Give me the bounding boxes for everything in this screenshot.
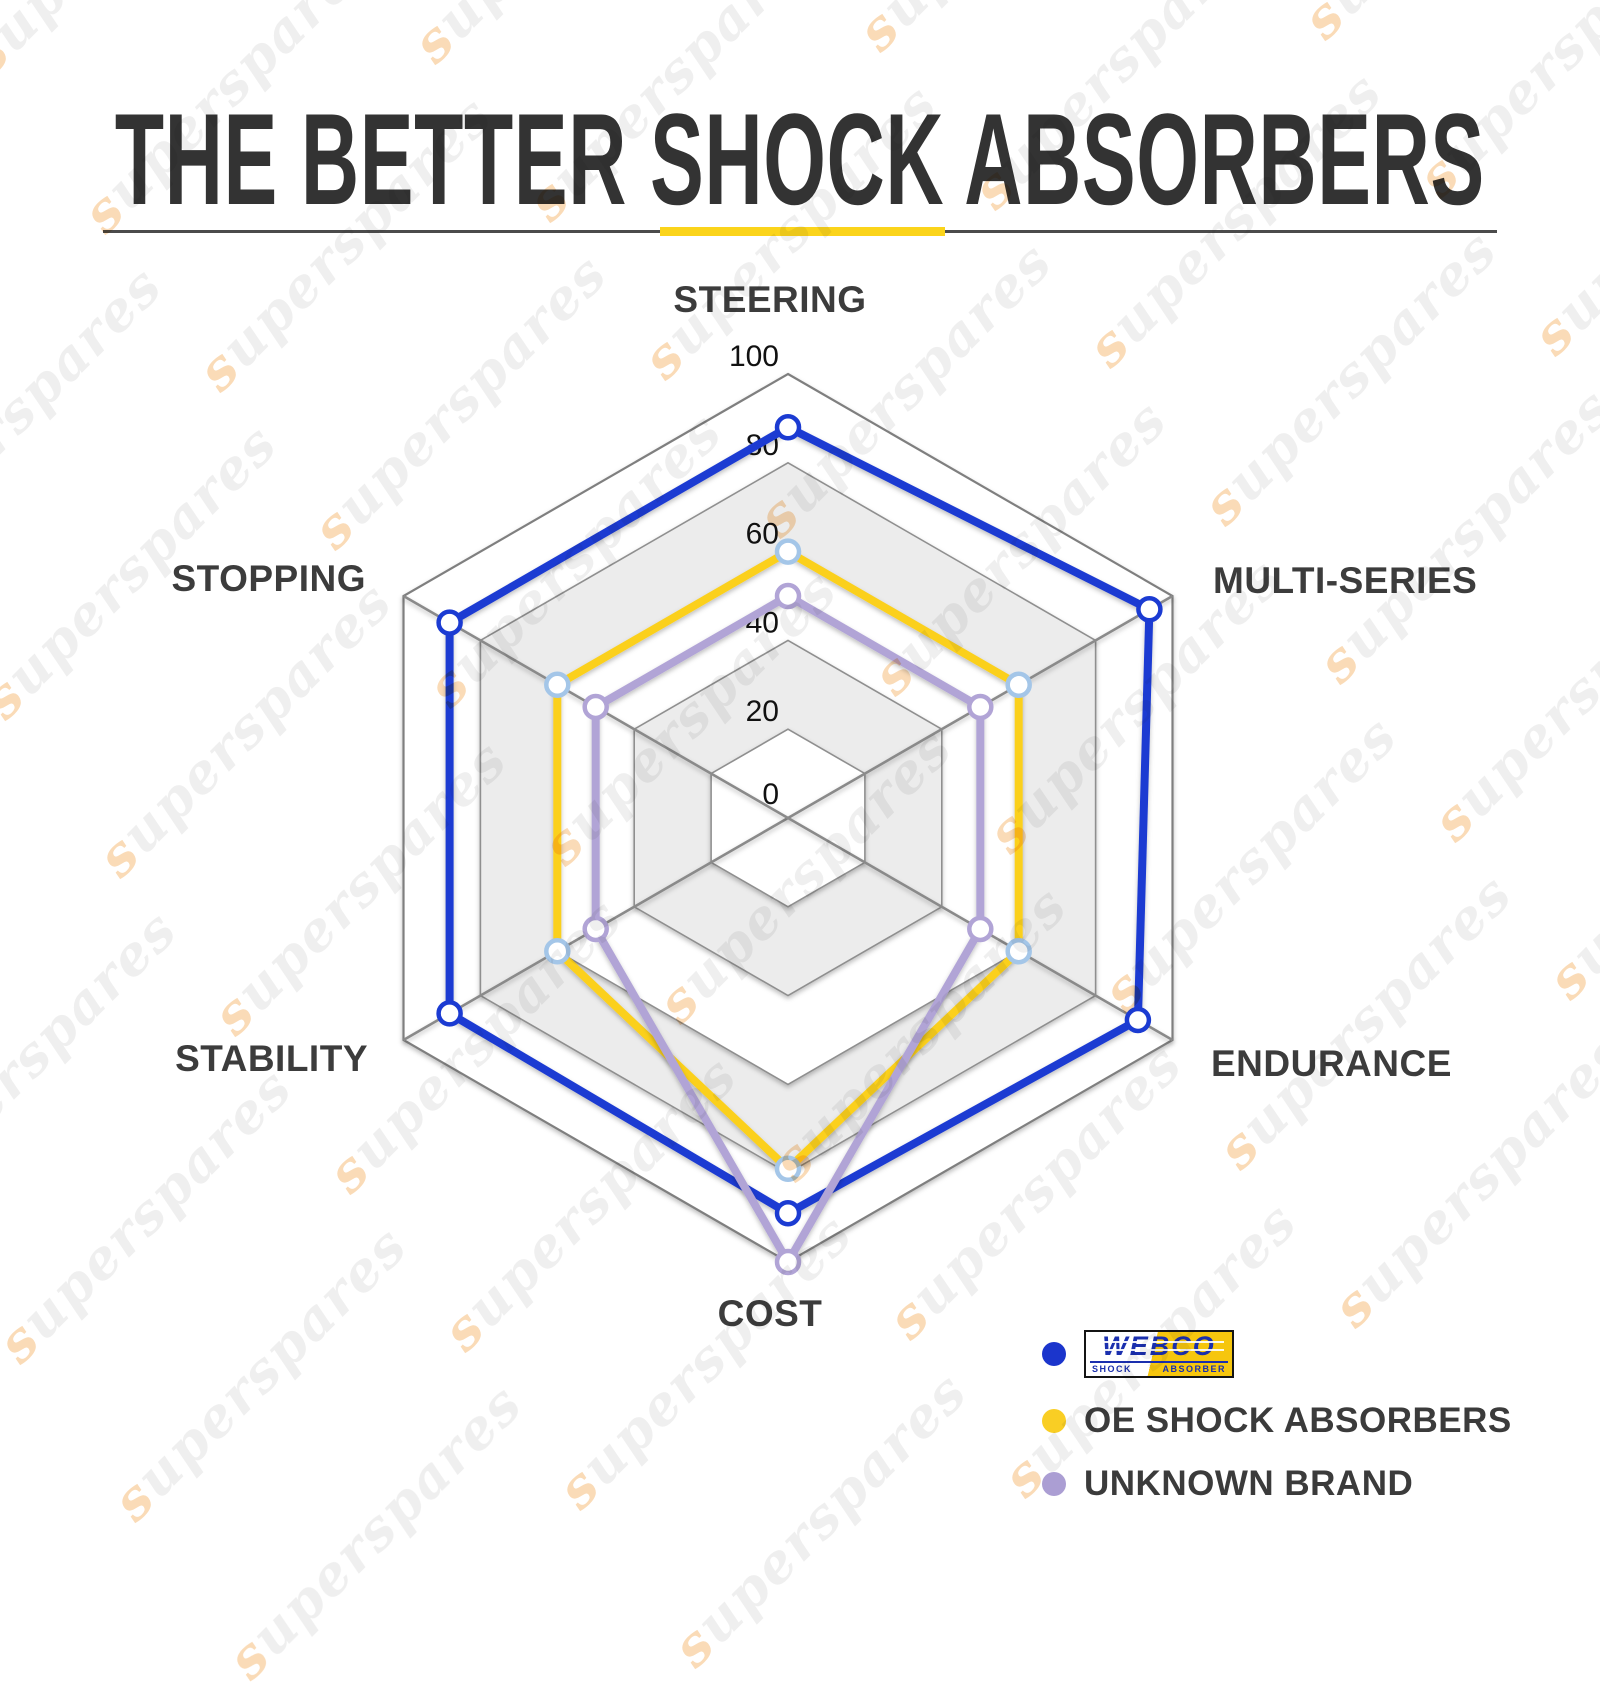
- webco-logo-stripe: [1094, 1349, 1224, 1351]
- legend-row-unknown: UNKNOWN BRAND: [1042, 1464, 1512, 1504]
- axis-label-cost: COST: [718, 1293, 823, 1334]
- legend-dot-unknown: [1042, 1472, 1066, 1496]
- series-marker-webco: [1124, 1006, 1152, 1034]
- series-marker-webco: [436, 609, 463, 636]
- series-unknown-brand: [582, 582, 994, 1276]
- series-marker-oe-shock-absorbers: [774, 1155, 802, 1183]
- series-marker-unknown-brand: [967, 693, 994, 721]
- legend-row-webco: WEBCO SHOCK ABSORBER: [1042, 1330, 1512, 1378]
- grid-spoke: [402, 594, 1174, 1042]
- axis-label-endurance: ENDURANCE: [1211, 1043, 1452, 1084]
- axis-label-multi-series: MULTI-SERIES: [1213, 560, 1477, 601]
- series-marker-oe-shock-absorbers: [544, 671, 571, 699]
- tick-label-0: 0: [762, 778, 779, 811]
- legend: WEBCO SHOCK ABSORBER OE SHOCK ABSORBERS …: [1042, 1330, 1512, 1527]
- watermark-initial: s: [659, 1610, 728, 1679]
- series-marker-unknown-brand: [774, 582, 802, 610]
- series-marker-unknown-brand: [582, 693, 609, 721]
- tick-label-100: 100: [729, 340, 779, 373]
- series-marker-webco: [436, 1000, 463, 1027]
- series-marker-unknown-brand: [967, 915, 994, 943]
- title-underline-accent: [660, 227, 945, 236]
- series-marker-webco: [774, 414, 802, 441]
- page-title: THE BETTER SHOCK ABSORBERS: [115, 85, 1486, 232]
- series-marker-oe-shock-absorbers: [1005, 937, 1032, 965]
- radar-axis-labels: STEERING MULTI-SERIES ENDURANCE COST STABILI…: [171, 279, 1477, 1334]
- radar-grid: [402, 372, 1174, 1264]
- legend-row-oe: OE SHOCK ABSORBERS: [1042, 1401, 1512, 1441]
- legend-dot-oe: [1042, 1409, 1066, 1433]
- header: THE BETTER SHOCK ABSORBERS: [0, 85, 1600, 232]
- webco-logo-stripe: [1094, 1341, 1224, 1343]
- series-marker-unknown-brand: [774, 1248, 802, 1276]
- series-marker-oe-shock-absorbers: [774, 538, 802, 565]
- legend-label-unknown: UNKNOWN BRAND: [1084, 1464, 1414, 1503]
- legend-label-oe: OE SHOCK ABSORBERS: [1084, 1401, 1512, 1440]
- tick-label-20: 20: [746, 695, 779, 728]
- watermark-initial: s: [214, 1622, 283, 1691]
- series-webco: [436, 414, 1163, 1227]
- webco-logo-sub-left: SHOCK: [1092, 1364, 1133, 1374]
- axis-label-steering: STEERING: [673, 279, 866, 320]
- legend-dot-webco: [1042, 1342, 1066, 1366]
- tick-label-60: 60: [746, 518, 779, 551]
- series-marker-oe-shock-absorbers: [1005, 671, 1032, 699]
- series-marker-oe-shock-absorbers: [544, 937, 571, 965]
- axis-label-stability: STABILITY: [175, 1038, 368, 1079]
- webco-logo-subtext: SHOCK ABSORBER: [1090, 1361, 1228, 1374]
- axis-label-stopping: STOPPING: [171, 558, 366, 599]
- series-marker-webco: [774, 1199, 802, 1227]
- radar-series: [436, 414, 1163, 1276]
- webco-logo: WEBCO SHOCK ABSORBER: [1084, 1330, 1234, 1378]
- series-oe-shock-absorbers: [544, 538, 1032, 1183]
- series-marker-unknown-brand: [582, 915, 609, 943]
- webco-logo-text: WEBCO: [1102, 1331, 1216, 1361]
- webco-logo-sub-right: ABSORBER: [1162, 1364, 1226, 1374]
- series-marker-webco: [1136, 596, 1163, 623]
